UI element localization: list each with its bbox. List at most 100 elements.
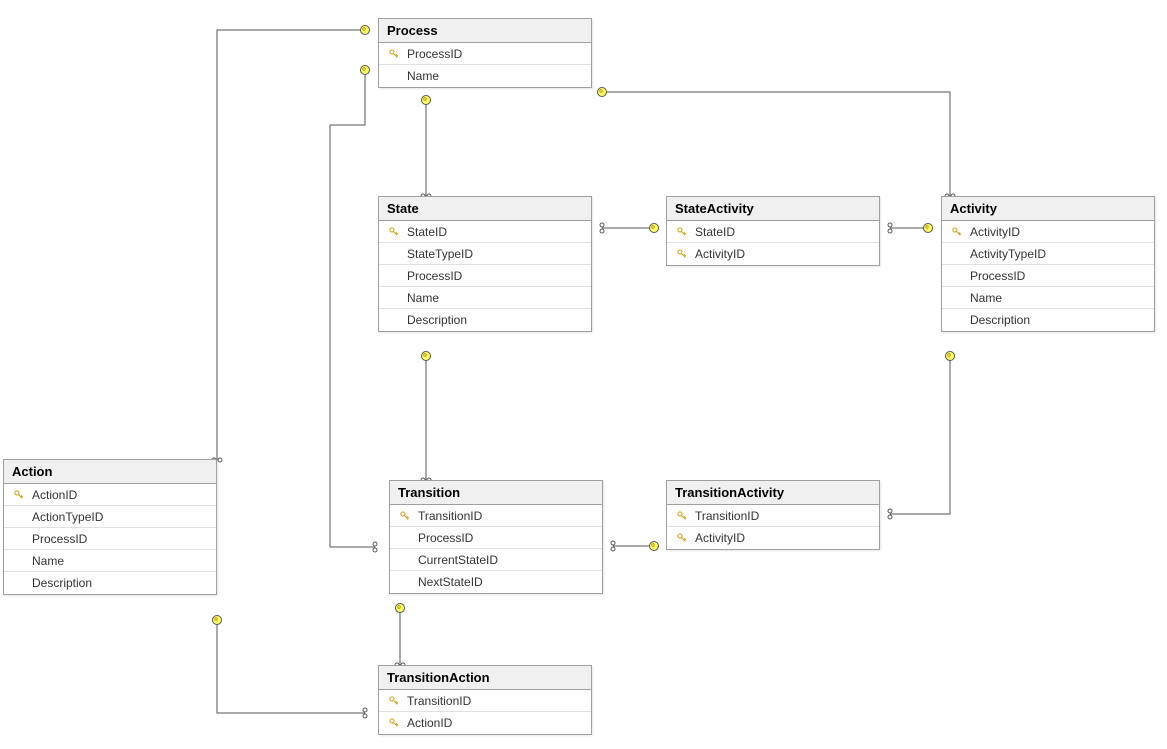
primary-key-icon — [389, 49, 399, 59]
column-name: ActionID — [403, 716, 452, 730]
column-name: Description — [28, 576, 92, 590]
column-name: Name — [403, 69, 439, 83]
relationship-line — [890, 356, 950, 514]
entity-transitionaction[interactable]: TransitionAction TransitionID ActionID — [378, 665, 592, 735]
entity-stateactivity[interactable]: StateActivity StateID ActivityID — [666, 196, 880, 266]
column-row[interactable]: ProcessID — [942, 265, 1154, 287]
column-row[interactable]: StateID — [667, 221, 879, 243]
column-row[interactable]: Name — [4, 550, 216, 572]
relationship-line — [330, 70, 375, 547]
column-name: TransitionID — [691, 509, 759, 523]
primary-key-icon — [389, 718, 399, 728]
column-name: CurrentStateID — [414, 553, 498, 567]
column-name: ProcessID — [414, 531, 473, 545]
key-cell — [673, 227, 691, 237]
entity-title[interactable]: StateActivity — [667, 197, 879, 221]
relationship-line — [217, 620, 365, 713]
column-row[interactable]: CurrentStateID — [390, 549, 602, 571]
entity-body: ActivityID ActivityTypeID ProcessID Name Des… — [942, 221, 1154, 331]
entity-body: StateID ActivityID — [667, 221, 879, 265]
column-row[interactable]: NextStateID — [390, 571, 602, 593]
column-row[interactable]: ActivityID — [942, 221, 1154, 243]
key-cell — [673, 511, 691, 521]
entity-activity[interactable]: Activity ActivityID ActivityTypeID Process… — [941, 196, 1155, 332]
column-name: ProcessID — [403, 269, 462, 283]
column-row[interactable]: StateID — [379, 221, 591, 243]
column-name: ActivityTypeID — [966, 247, 1046, 261]
column-row[interactable]: StateTypeID — [379, 243, 591, 265]
key-cell — [10, 490, 28, 500]
column-row[interactable]: ActivityID — [667, 243, 879, 265]
er-diagram-canvas: Process ProcessID Name State StateID StateT… — [0, 0, 1167, 749]
key-cell — [385, 227, 403, 237]
column-row[interactable]: Description — [942, 309, 1154, 331]
column-name: ActionID — [28, 488, 77, 502]
column-row[interactable]: ProcessID — [379, 43, 591, 65]
entity-body: ActionID ActionTypeID ProcessID Name Descrip… — [4, 484, 216, 594]
column-name: TransitionID — [414, 509, 482, 523]
column-name: ProcessID — [28, 532, 87, 546]
primary-key-icon — [14, 490, 24, 500]
key-cell — [385, 49, 403, 59]
entity-title[interactable]: Process — [379, 19, 591, 43]
column-row[interactable]: Name — [942, 287, 1154, 309]
column-row[interactable]: TransitionID — [390, 505, 602, 527]
column-row[interactable]: TransitionID — [379, 690, 591, 712]
column-row[interactable]: ActionID — [379, 712, 591, 734]
entity-title[interactable]: Transition — [390, 481, 602, 505]
entity-body: StateID StateTypeID ProcessID Name Descripti… — [379, 221, 591, 331]
column-name: StateID — [691, 225, 735, 239]
column-row[interactable]: ActivityID — [667, 527, 879, 549]
entity-transition[interactable]: Transition TransitionID ProcessID CurrentS… — [389, 480, 603, 594]
column-row[interactable]: ActionID — [4, 484, 216, 506]
relationship-line — [217, 30, 365, 460]
column-name: TransitionID — [403, 694, 471, 708]
entity-transitionactivity[interactable]: TransitionActivity TransitionID Activity… — [666, 480, 880, 550]
column-name: ActivityID — [691, 531, 745, 545]
entity-body: TransitionID ActivityID — [667, 505, 879, 549]
key-cell — [673, 249, 691, 259]
column-name: Name — [403, 291, 439, 305]
column-row[interactable]: Description — [4, 572, 216, 594]
entity-process[interactable]: Process ProcessID Name — [378, 18, 592, 88]
column-name: Name — [966, 291, 1002, 305]
entity-title[interactable]: TransitionAction — [379, 666, 591, 690]
column-name: ActivityID — [966, 225, 1020, 239]
primary-key-icon — [952, 227, 962, 237]
column-name: ActionTypeID — [28, 510, 103, 524]
column-name: NextStateID — [414, 575, 483, 589]
column-row[interactable]: Name — [379, 65, 591, 87]
key-cell — [396, 511, 414, 521]
column-name: StateID — [403, 225, 447, 239]
column-name: StateTypeID — [403, 247, 473, 261]
column-name: Description — [966, 313, 1030, 327]
column-row[interactable]: TransitionID — [667, 505, 879, 527]
column-row[interactable]: ActivityTypeID — [942, 243, 1154, 265]
column-row[interactable]: Description — [379, 309, 591, 331]
entity-action[interactable]: Action ActionID ActionTypeID ProcessID Name… — [3, 459, 217, 595]
key-cell — [385, 696, 403, 706]
column-name: ActivityID — [691, 247, 745, 261]
entity-title[interactable]: TransitionActivity — [667, 481, 879, 505]
relationship-line — [602, 92, 950, 196]
column-name: Name — [28, 554, 64, 568]
entity-title[interactable]: State — [379, 197, 591, 221]
column-name: ProcessID — [966, 269, 1025, 283]
entity-body: TransitionID ProcessID CurrentStateID NextS… — [390, 505, 602, 593]
primary-key-icon — [389, 696, 399, 706]
entity-title[interactable]: Action — [4, 460, 216, 484]
entity-title[interactable]: Activity — [942, 197, 1154, 221]
column-row[interactable]: ProcessID — [390, 527, 602, 549]
primary-key-icon — [677, 511, 687, 521]
primary-key-icon — [389, 227, 399, 237]
entity-state[interactable]: State StateID StateTypeID ProcessID Name Des… — [378, 196, 592, 332]
column-row[interactable]: ProcessID — [4, 528, 216, 550]
column-row[interactable]: ActionTypeID — [4, 506, 216, 528]
column-row[interactable]: Name — [379, 287, 591, 309]
column-name: ProcessID — [403, 47, 462, 61]
column-row[interactable]: ProcessID — [379, 265, 591, 287]
primary-key-icon — [400, 511, 410, 521]
primary-key-icon — [677, 533, 687, 543]
column-name: Description — [403, 313, 467, 327]
entity-body: ProcessID Name — [379, 43, 591, 87]
